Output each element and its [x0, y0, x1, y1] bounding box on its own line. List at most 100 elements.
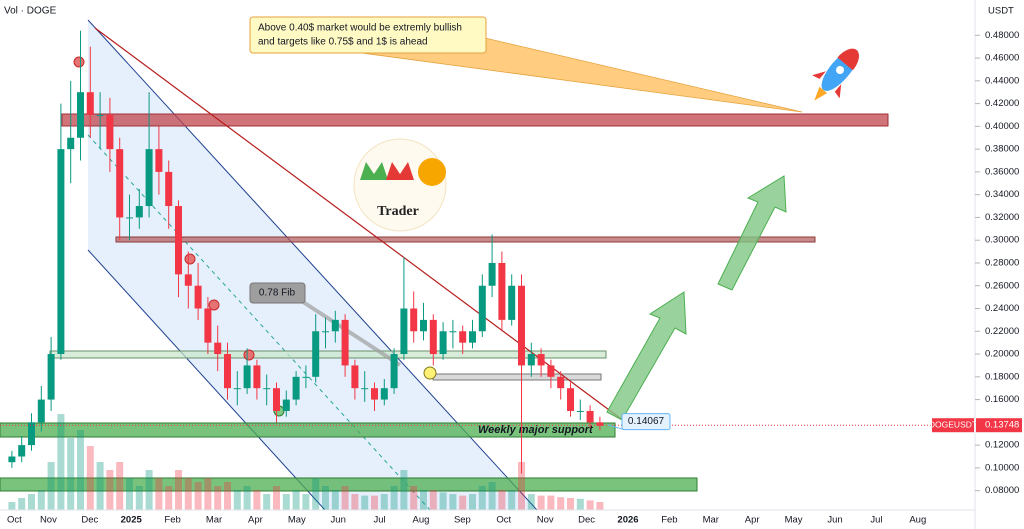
y-tick-label: 0.32000 [985, 212, 1019, 223]
x-tick-label: Nov [40, 515, 57, 526]
callout-label: 0.14067 [628, 416, 665, 427]
x-tick-label: Mar [206, 515, 222, 526]
volume-bar [498, 490, 506, 510]
logo-text: Trader [377, 204, 419, 219]
volume-bar [57, 414, 65, 510]
volume-bar [420, 490, 427, 510]
y-tick-label: 0.46000 [985, 53, 1019, 64]
volume-bar [135, 486, 143, 510]
candle-body [37, 399, 45, 423]
candle-body [547, 365, 555, 377]
y-tick-label: 0.40000 [985, 121, 1019, 132]
candle-body [204, 308, 212, 343]
price-tag [976, 418, 1022, 433]
y-tick-label: 0.34000 [985, 189, 1019, 200]
volume-bar [312, 478, 320, 510]
volume-bar [165, 486, 173, 510]
logo-coin [418, 158, 446, 186]
volume-bar [253, 490, 261, 510]
candle-body [292, 376, 300, 400]
candle-body [243, 365, 251, 389]
volume-bar [439, 492, 447, 510]
candle-body [410, 308, 418, 332]
rocket [812, 48, 860, 101]
candle-body [508, 285, 516, 320]
candle-body [233, 388, 241, 390]
volume-bar [155, 478, 163, 510]
resistance-zone [61, 113, 889, 127]
volume-bar [410, 486, 418, 510]
candle-body [145, 149, 153, 207]
y-tick-label: 0.10000 [985, 462, 1019, 473]
volume-bar [204, 478, 212, 510]
x-tick-label: May [785, 515, 803, 526]
x-tick-label: May [288, 515, 306, 526]
volume-bar [341, 486, 349, 510]
candle-body [586, 410, 594, 423]
candle-body [459, 331, 467, 343]
candle-body [67, 137, 75, 150]
candle-body [96, 114, 104, 116]
candle-body [8, 456, 16, 463]
volume-bar [77, 430, 84, 510]
x-tick-label: Dec [81, 515, 98, 526]
y-tick-label: 0.26000 [985, 280, 1019, 291]
symbol-tag [932, 418, 974, 433]
x-tick-label: Apr [745, 515, 760, 526]
volume-bar [547, 495, 555, 510]
y-tick-label: 0.48000 [985, 30, 1019, 41]
y-tick-label: 0.08000 [985, 485, 1019, 496]
series-layer [8, 30, 604, 510]
candle-body [312, 331, 320, 377]
volume-bar [331, 490, 339, 510]
candle-body [498, 262, 506, 320]
support-zone [432, 373, 602, 381]
candle-body [135, 206, 143, 218]
callout-pointer [607, 424, 625, 431]
candle-body [175, 206, 182, 275]
y-tick-label: 0.12000 [985, 440, 1019, 451]
volume-bar [351, 494, 359, 510]
volume-bar [96, 462, 104, 510]
candle-body [380, 388, 388, 400]
volume-bar [145, 470, 153, 510]
volume-bar [322, 486, 329, 510]
signal-dot [423, 366, 437, 380]
y-tick-label: 0.44000 [985, 75, 1019, 86]
volume-bar [106, 470, 114, 510]
y-tick-label: 0.24000 [985, 303, 1019, 314]
channel-lower [87, 249, 326, 511]
volume-bar [557, 497, 565, 510]
volume-bar [292, 490, 300, 510]
candle-body [361, 388, 369, 390]
candle-body [77, 92, 84, 138]
volume-bar [67, 438, 75, 510]
x-tick-label: 2025 [121, 515, 143, 526]
volume-bar [586, 500, 594, 510]
volume-bar [47, 462, 55, 510]
y-tick-label: 0.28000 [985, 257, 1019, 268]
candle-body [400, 308, 408, 355]
x-tick-label: Sep [454, 515, 471, 526]
candle-body [420, 319, 427, 332]
volume-bar [18, 498, 26, 510]
candle-body [18, 445, 26, 457]
candle-body [322, 331, 329, 333]
support-zone [0, 477, 698, 492]
candle-body [371, 388, 378, 400]
candle-body [518, 285, 525, 366]
y-tick-label: 0.18000 [985, 371, 1019, 382]
candle-body [429, 319, 437, 355]
y-tick-label: 0.30000 [985, 235, 1019, 246]
candle-body [537, 354, 545, 366]
volume-bar [469, 494, 476, 510]
x-tick-label: Feb [164, 515, 180, 526]
volume-bar [194, 482, 202, 510]
volume-bar [400, 470, 408, 510]
x-tick-label: Jun [827, 515, 842, 526]
logo-mark [386, 162, 414, 180]
signal-dot [184, 253, 196, 265]
candle-body [567, 388, 574, 411]
volume-bar [282, 494, 290, 510]
volume-bar [28, 494, 35, 510]
